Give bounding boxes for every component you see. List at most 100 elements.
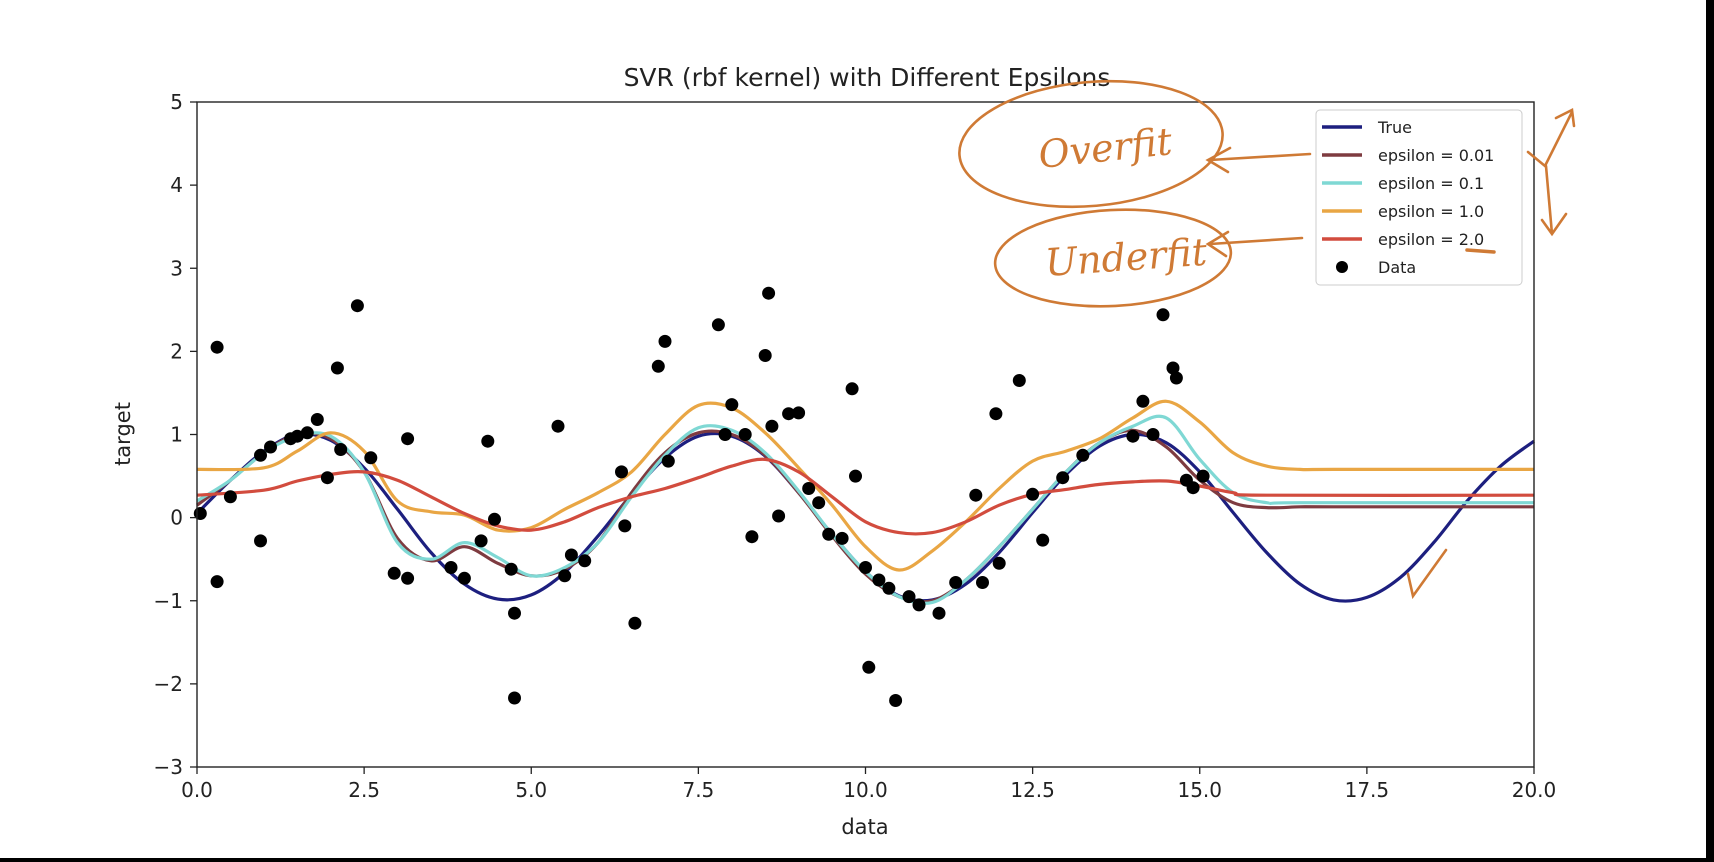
x-tick-label: 2.5 [348,778,380,802]
data-point [551,419,565,433]
data-point [912,598,926,612]
x-tick-label: 10.0 [843,778,888,802]
data-point [628,616,642,630]
y-tick-label: 2 [170,339,183,363]
overfit-ink-circle [958,79,1224,209]
data-point [725,398,739,412]
data-point [812,496,826,510]
data-point [508,691,521,705]
data-point [334,443,348,456]
data-point [210,340,224,354]
data-point [364,451,378,465]
data-point [859,561,872,574]
data-point [651,359,665,373]
data-point [1166,361,1180,375]
x-tick-label: 15.0 [1177,778,1222,802]
data-point [1012,374,1026,387]
underfit-arrow [1205,230,1304,258]
data-point [558,569,572,583]
underline-mark [1465,248,1496,254]
chart-title: SVR (rbf kernel) with Different Epsilons [624,63,1111,92]
data-point [264,440,277,454]
data-point [457,571,471,585]
data-point [254,448,267,462]
data-points [193,286,1210,707]
legend-items: True epsilon = 0.01 epsilon = 0.1 epsilon =… [1322,118,1494,277]
data-point [330,361,344,375]
data-point [564,548,578,562]
data-point [782,407,796,421]
data-point [792,406,806,420]
data-point [835,531,849,545]
data-point [1186,481,1200,495]
data-point [223,490,237,504]
series-line-4 [196,457,1535,536]
data-point [711,318,725,332]
x-tick-label: 7.5 [682,778,714,802]
underfit-ink-circle [993,208,1233,308]
data-point [902,590,916,604]
data-point [481,434,495,448]
x-tick-label: 20.0 [1512,778,1557,802]
legend-swatch [1336,261,1348,273]
data-point [1156,308,1170,322]
data-point [976,576,989,589]
x-tick-label: 12.5 [1010,778,1055,802]
data-point [1036,533,1050,547]
data-point [210,575,224,589]
legend-label: epsilon = 2.0 [1378,230,1484,249]
data-point [387,566,401,580]
data-point [745,530,759,544]
data-point [578,554,592,568]
check-arrow-up-mark [1526,108,1576,169]
data-point [254,534,267,548]
data-point [872,573,886,587]
data-point [350,299,364,313]
data-point [1146,428,1160,441]
legend-label: epsilon = 0.1 [1378,174,1484,193]
data-point [401,432,415,446]
y-tick-label: 1 [170,423,183,447]
data-point [618,519,632,533]
data-point [889,694,903,707]
data-point [932,606,946,620]
data-point [310,413,324,426]
legend-label: epsilon = 1.0 [1378,202,1484,221]
data-point [320,471,334,485]
data-point [738,428,752,441]
data-point [845,382,859,396]
y-axis-ticks: −3 −2 −1 0 1 2 3 4 5 [154,90,197,779]
data-point [1196,469,1210,483]
data-point [822,527,836,541]
y-tick-label: −2 [154,672,183,696]
data-point [758,349,772,362]
data-point [615,465,628,479]
y-tick-label: −3 [154,755,183,779]
data-point [862,660,876,674]
y-tick-label: 5 [170,90,183,114]
data-point [504,562,518,576]
data-point [1076,448,1090,462]
down-arrow-mark [1540,164,1568,237]
legend: True epsilon = 0.01 epsilon = 0.1 epsilon =… [1315,109,1523,286]
data-point [802,482,816,495]
data-point [718,428,732,441]
data-point [969,488,983,502]
data-point [508,606,521,620]
data-point [992,556,1006,570]
legend-label: True [1377,118,1412,137]
data-point [474,534,488,548]
data-point [658,334,672,348]
data-point [290,429,304,443]
x-axis-label: data [841,815,888,839]
data-point [1126,429,1140,443]
data-point [1056,471,1070,485]
data-point [772,509,786,523]
legend-label: epsilon = 0.01 [1378,146,1494,165]
series-line-2 [196,414,1534,605]
y-tick-label: 0 [170,506,183,530]
data-point [949,576,963,589]
data-point [401,571,415,585]
